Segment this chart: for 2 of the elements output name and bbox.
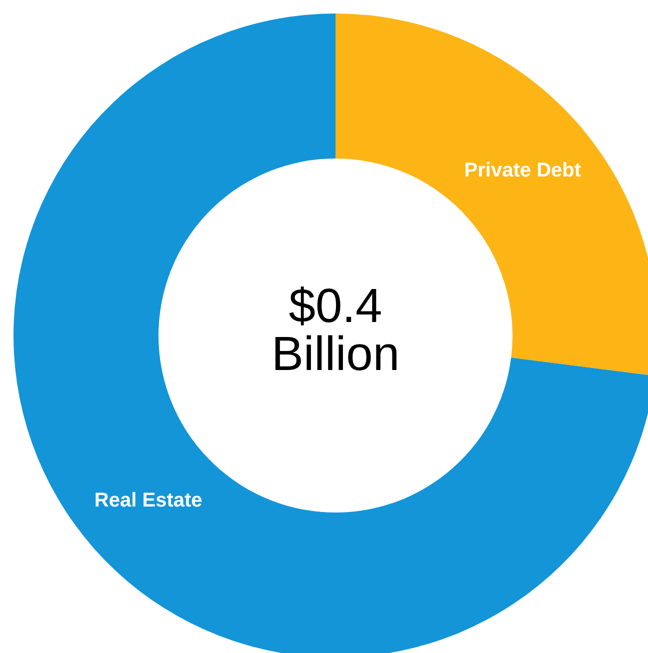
slice-label: Real Estate [94, 489, 202, 512]
slice-label: Private Debt [464, 160, 582, 182]
